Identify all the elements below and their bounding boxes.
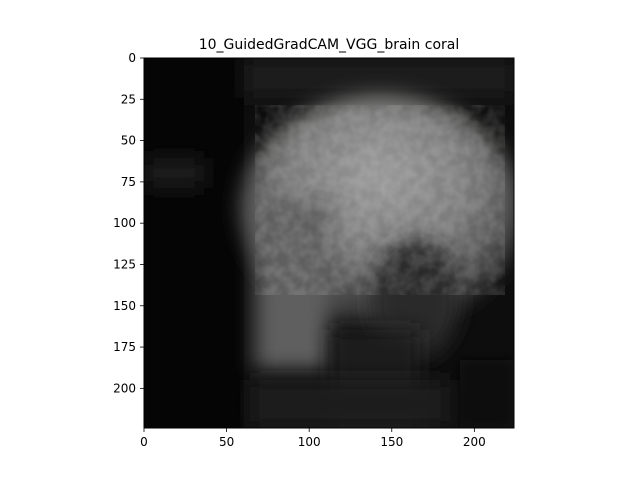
chart-title: 10_GuidedGradCAM_VGG_brain coral bbox=[199, 37, 460, 53]
x-tick-label: 50 bbox=[219, 435, 234, 449]
y-tick-label: 200 bbox=[113, 381, 136, 395]
plot-frame bbox=[143, 57, 515, 429]
heatmap-image bbox=[144, 58, 514, 428]
y-tick-label: 75 bbox=[121, 175, 136, 189]
x-axis: 0 50 100 150 200 bbox=[140, 428, 486, 449]
y-tick-label: 150 bbox=[113, 299, 136, 313]
y-tick-label: 0 bbox=[128, 51, 136, 65]
y-tick-label: 25 bbox=[121, 92, 136, 106]
y-tick-label: 50 bbox=[121, 134, 136, 148]
x-tick-label: 200 bbox=[463, 435, 486, 449]
x-tick-label: 0 bbox=[140, 435, 148, 449]
x-tick-label: 150 bbox=[380, 435, 403, 449]
y-tick-label: 175 bbox=[113, 340, 136, 354]
x-tick-label: 100 bbox=[298, 435, 321, 449]
y-tick-label: 125 bbox=[113, 257, 136, 271]
y-axis: 0 25 50 75 100 125 150 175 200 bbox=[113, 51, 144, 395]
y-tick-label: 100 bbox=[113, 216, 136, 230]
